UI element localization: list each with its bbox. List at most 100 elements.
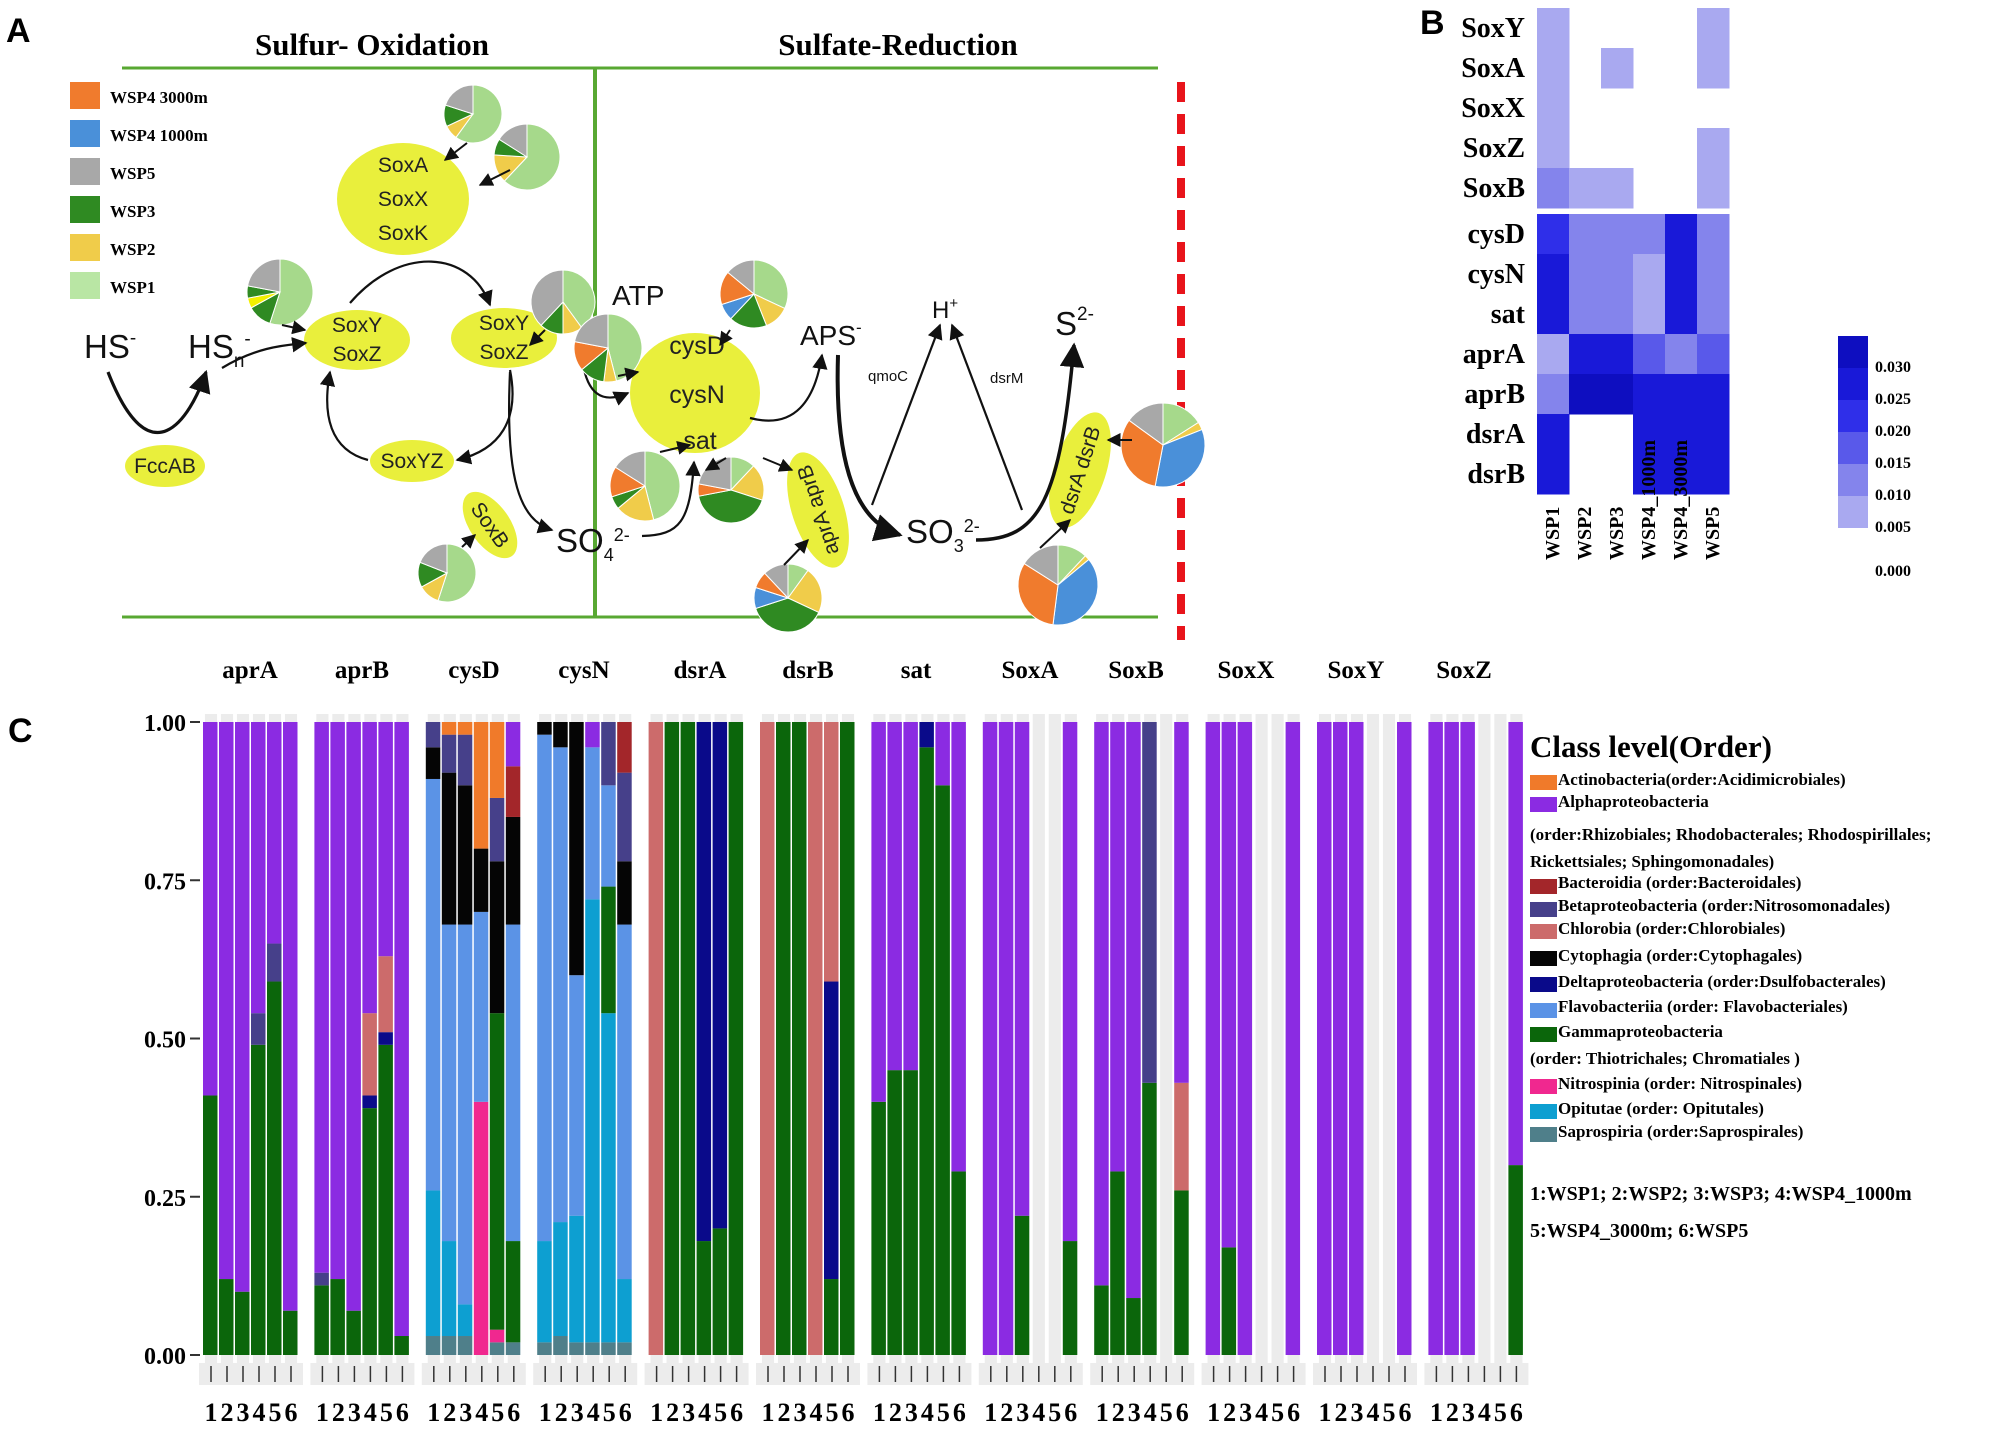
bar-segment [1349,722,1364,1355]
bar-segment [585,1342,600,1355]
x-axis-strip [756,1363,860,1385]
bar-segment [441,1241,457,1337]
bar-segment [617,1342,632,1355]
pie-slice [1128,402,1164,446]
legend-label: Gammaproteobacteria [1558,1022,1723,1041]
x-tick-label: 4 [1255,1398,1268,1427]
x-tick-label: 5 [1271,1398,1284,1427]
heatmap-cell [1569,254,1602,295]
bar-segment [314,722,329,1273]
bar-segment [489,722,505,798]
bar-segment [489,1013,505,1330]
bar-segment [728,722,744,1355]
pie-arrow [443,142,468,161]
gene-label: SoxY [1328,657,1385,684]
pie-slice [530,269,564,327]
heatmap-row-label: cysD [1467,219,1525,250]
x-axis-strip [978,1363,1083,1385]
x-tick-label: 1 [1430,1398,1443,1427]
legend-swatch-wsp3 [70,196,100,223]
bar-segment [824,981,839,1280]
bar-segment [378,956,393,1033]
bar-segment [712,722,728,1229]
x-tick-label: 3 [1351,1398,1364,1427]
legend-label-wsp1: WSP1 [110,278,155,297]
bar-background [1271,714,1284,1363]
x-axis-strip [1313,1363,1417,1385]
cys-complex [630,333,760,453]
arrow-aps-to-sulfite [835,354,903,542]
legend-label: Deltaproteobacteria (order:Dsulfobactera… [1558,972,1886,991]
bar-segment [505,924,521,1242]
gene-label: aprA [222,657,278,684]
arrow-hsn-to-soxyz [221,337,308,369]
arrow-to-sulfate [507,371,554,534]
heatmap-cell [1697,48,1730,89]
pie-slice [764,563,789,600]
bar-segment [569,1342,584,1355]
heatmap-cell [1601,168,1634,209]
x-tick-label: 6 [1287,1398,1300,1427]
pie-chart [1120,402,1206,488]
bar-segment [473,722,489,849]
x-tick-label: 6 [730,1398,743,1427]
bar-segment [537,734,552,1242]
soxa-label: SoxA [378,154,428,177]
x-tick-label: 5 [1494,1398,1507,1427]
bar-segment [537,1342,552,1355]
bar-segment [505,1342,521,1355]
bar-segment [203,722,218,1096]
bar-segment [1126,722,1141,1299]
bar-segment [425,1336,441,1355]
scale-label: 0.015 [1875,455,1911,472]
panel-label-c: C [8,712,33,750]
x-axis-strip [1424,1363,1529,1385]
bar-segment [489,1342,505,1355]
pie-chart [609,450,681,522]
bar-segment [267,981,282,1355]
bar-segment [235,722,250,1292]
x-tick-label: 5 [380,1398,393,1427]
bar-segment [489,797,505,862]
compound-aps: APS- [800,318,862,351]
bar-background [1366,714,1380,1363]
heatmap-cell [1697,414,1730,455]
pie-slice [246,258,281,293]
pie-chart [530,269,596,335]
bar-segment [251,1044,266,1355]
x-tick-label: 4 [253,1398,266,1427]
x-axis-strip [644,1363,749,1385]
x-tick-label: 1 [650,1398,663,1427]
x-tick-label: 5 [937,1398,950,1427]
bar-segment [505,766,521,817]
bar-segment [1094,1285,1109,1355]
bar-segment [314,1272,329,1286]
heatmap-cell [1697,294,1730,335]
x-tick-label: 1 [427,1398,440,1427]
heatmap-cell [1633,214,1666,255]
x-tick-label: 6 [285,1398,298,1427]
bar-segment [664,722,680,1355]
x-tick-label: 4 [1144,1398,1157,1427]
pie-slice [617,485,655,522]
legend-label: Saprospiria (order:Saprospirales) [1558,1122,1803,1141]
heatmap-row-label: SoxB [1463,173,1525,204]
bar-background [1255,714,1268,1363]
heatmap-cell [1665,414,1698,455]
heatmap-cell [1569,214,1602,255]
legend-label-wsp4-1000m: WSP4 1000m [110,126,208,145]
heatmap-cell [1665,294,1698,335]
heatmap-cell [1697,128,1730,169]
pie-chart [443,84,503,144]
bar-segment [425,778,441,1191]
bar-segment [553,747,568,1223]
x-tick-label: 4 [810,1398,823,1427]
x-tick-label: 2 [1335,1398,1348,1427]
pie-slice [574,313,609,349]
legend-title: Class level(Order) [1530,729,1772,764]
x-tick-label: 2 [443,1398,456,1427]
bar-segment [219,1279,234,1355]
x-tick-label: 4 [1367,1398,1380,1427]
heatmap-row-label: SoxY [1461,13,1525,44]
